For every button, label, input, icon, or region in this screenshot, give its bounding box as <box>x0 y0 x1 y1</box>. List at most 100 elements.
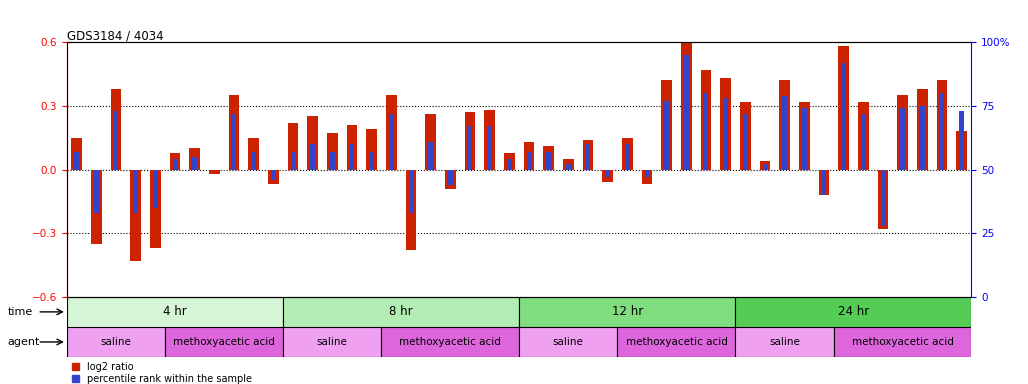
Bar <box>484 110 495 170</box>
Bar <box>270 170 276 180</box>
Bar <box>779 80 791 170</box>
Bar <box>937 80 948 170</box>
Bar <box>350 144 355 170</box>
Bar <box>71 138 82 170</box>
Text: saline: saline <box>553 337 584 347</box>
Bar <box>283 297 519 327</box>
Bar <box>681 42 692 170</box>
Bar <box>782 96 787 170</box>
Bar <box>901 108 905 170</box>
Bar <box>166 327 283 357</box>
Text: saline: saline <box>101 337 132 347</box>
Bar <box>700 70 711 170</box>
Text: methoxyacetic acid: methoxyacetic acid <box>625 337 728 347</box>
Bar <box>231 114 236 170</box>
Bar <box>625 144 630 170</box>
Bar <box>586 144 590 170</box>
Text: GDS3184 / 4034: GDS3184 / 4034 <box>67 29 163 42</box>
Bar <box>860 114 866 170</box>
Text: 12 hr: 12 hr <box>612 305 642 318</box>
Bar <box>173 159 178 170</box>
Bar <box>291 152 295 170</box>
Text: 24 hr: 24 hr <box>838 305 869 318</box>
Bar <box>519 297 735 327</box>
Bar <box>131 170 141 261</box>
Bar <box>153 170 157 208</box>
Bar <box>526 152 531 170</box>
Bar <box>838 46 849 170</box>
Text: agent: agent <box>8 337 40 347</box>
Bar <box>327 134 338 170</box>
Bar <box>366 129 377 170</box>
Bar <box>959 111 964 170</box>
Bar <box>618 327 735 357</box>
Text: methoxyacetic acid: methoxyacetic acid <box>173 337 276 347</box>
Bar <box>563 159 574 170</box>
Bar <box>134 170 138 213</box>
Bar <box>465 112 475 170</box>
Text: methoxyacetic acid: methoxyacetic acid <box>851 337 954 347</box>
Bar <box>426 114 436 170</box>
Bar <box>735 327 834 357</box>
Bar <box>661 80 672 170</box>
Bar <box>448 170 452 185</box>
Bar <box>834 327 971 357</box>
Bar <box>94 170 99 213</box>
Text: saline: saline <box>769 337 800 347</box>
Bar <box>523 142 535 170</box>
Bar <box>818 170 830 195</box>
Bar <box>641 170 653 184</box>
Bar <box>389 114 394 170</box>
Bar <box>622 138 632 170</box>
Text: 8 hr: 8 hr <box>390 305 413 318</box>
Bar <box>605 170 610 177</box>
Bar <box>878 170 888 229</box>
Bar <box>90 170 102 244</box>
Bar <box>310 144 316 170</box>
Bar <box>881 170 885 225</box>
Bar <box>645 170 650 177</box>
Bar <box>111 89 121 170</box>
Text: methoxyacetic acid: methoxyacetic acid <box>399 337 502 347</box>
Bar <box>546 152 551 170</box>
Bar <box>408 170 413 213</box>
Bar <box>743 114 747 170</box>
Bar <box>956 131 967 170</box>
Bar <box>740 102 750 170</box>
Bar <box>920 106 925 170</box>
Bar <box>917 89 927 170</box>
Text: time: time <box>8 307 33 317</box>
Bar <box>763 164 768 170</box>
Bar <box>381 327 519 357</box>
Bar <box>150 170 160 248</box>
Bar <box>897 95 908 170</box>
Bar <box>369 152 374 170</box>
Bar <box>67 327 166 357</box>
Bar <box>602 170 613 182</box>
Bar <box>248 138 259 170</box>
Bar <box>209 170 220 174</box>
Bar <box>283 327 381 357</box>
Bar <box>468 126 473 170</box>
Bar <box>543 146 554 170</box>
Bar <box>703 93 708 170</box>
Text: saline: saline <box>317 337 347 347</box>
Bar <box>429 142 433 170</box>
Bar <box>406 170 416 250</box>
Bar <box>74 152 79 170</box>
Bar <box>519 327 618 357</box>
Bar <box>821 170 827 195</box>
Bar <box>841 63 846 170</box>
Bar <box>386 95 397 170</box>
Bar <box>735 297 971 327</box>
Bar <box>268 170 279 184</box>
Bar <box>346 125 358 170</box>
Bar <box>445 170 455 189</box>
Bar <box>487 126 492 170</box>
Bar <box>189 148 200 170</box>
Bar <box>802 108 807 170</box>
Bar <box>228 95 240 170</box>
Bar <box>507 159 512 170</box>
Bar <box>723 98 728 170</box>
Bar <box>565 164 571 170</box>
